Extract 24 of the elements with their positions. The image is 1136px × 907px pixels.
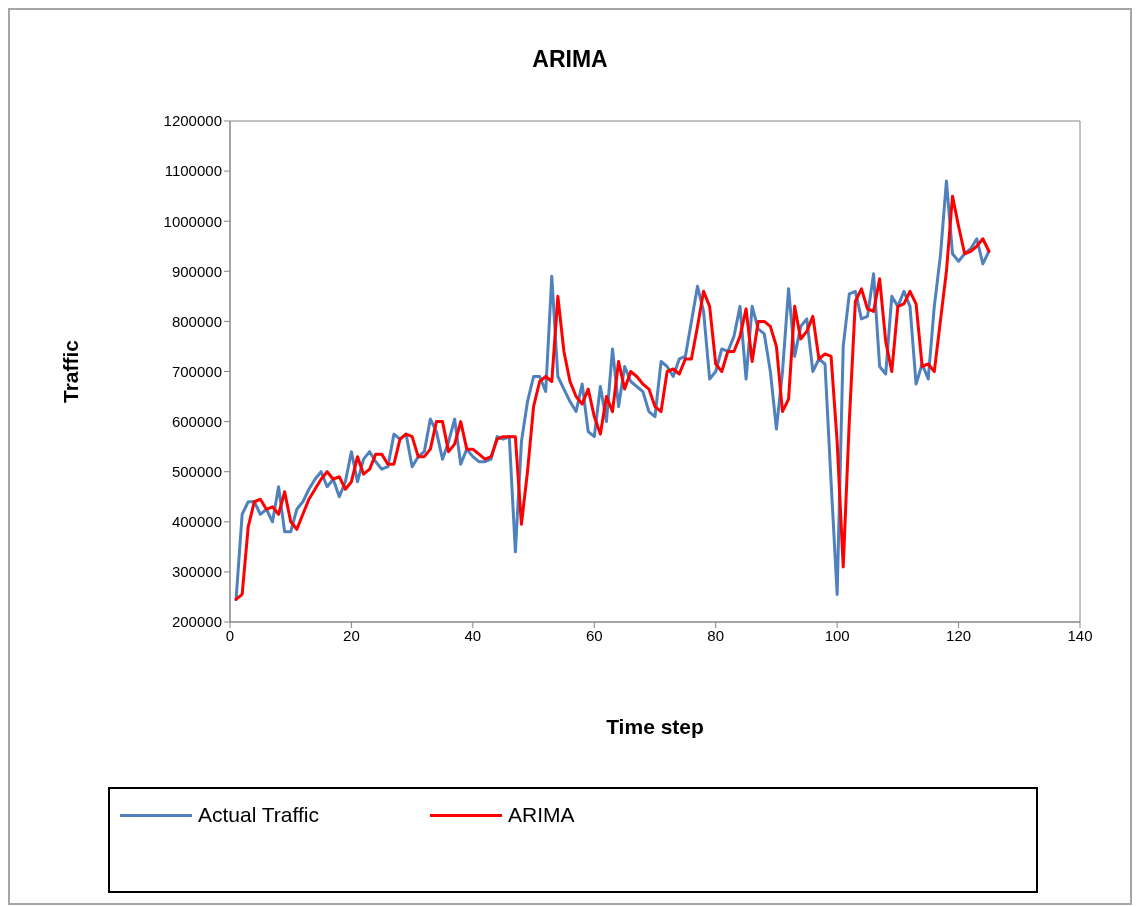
y-tick-label: 1000000 (163, 212, 222, 230)
x-tick-label: 120 (946, 626, 972, 644)
x-tick-label: 60 (585, 626, 603, 644)
y-tick-label: 1200000 (163, 112, 222, 130)
y-axis-title: Traffic (58, 339, 82, 404)
x-tick-label: 20 (343, 626, 360, 644)
x-axis-title: Time step (606, 715, 704, 738)
y-tick-label: 400000 (171, 513, 222, 531)
x-tick-label: 140 (1067, 626, 1093, 644)
x-tick-label: 80 (707, 626, 725, 644)
x-tick-label: 0 (225, 626, 235, 644)
chart-title: ARIMA (531, 46, 609, 73)
y-tick-label: 300000 (171, 563, 222, 581)
y-tick-label: 900000 (171, 262, 222, 280)
y-tick-label: 500000 (171, 463, 222, 481)
y-tick-label: 600000 (171, 412, 222, 430)
x-tick-label: 100 (824, 626, 850, 644)
legend-label: Actual Traffic (198, 803, 319, 827)
y-tick-label: 1100000 (164, 162, 222, 180)
x-tick-label: 40 (464, 626, 482, 644)
y-tick-label: 200000 (171, 613, 222, 631)
legend-label: ARIMA (508, 803, 575, 827)
y-tick-label: 700000 (171, 362, 222, 380)
y-tick-label: 800000 (171, 312, 222, 330)
